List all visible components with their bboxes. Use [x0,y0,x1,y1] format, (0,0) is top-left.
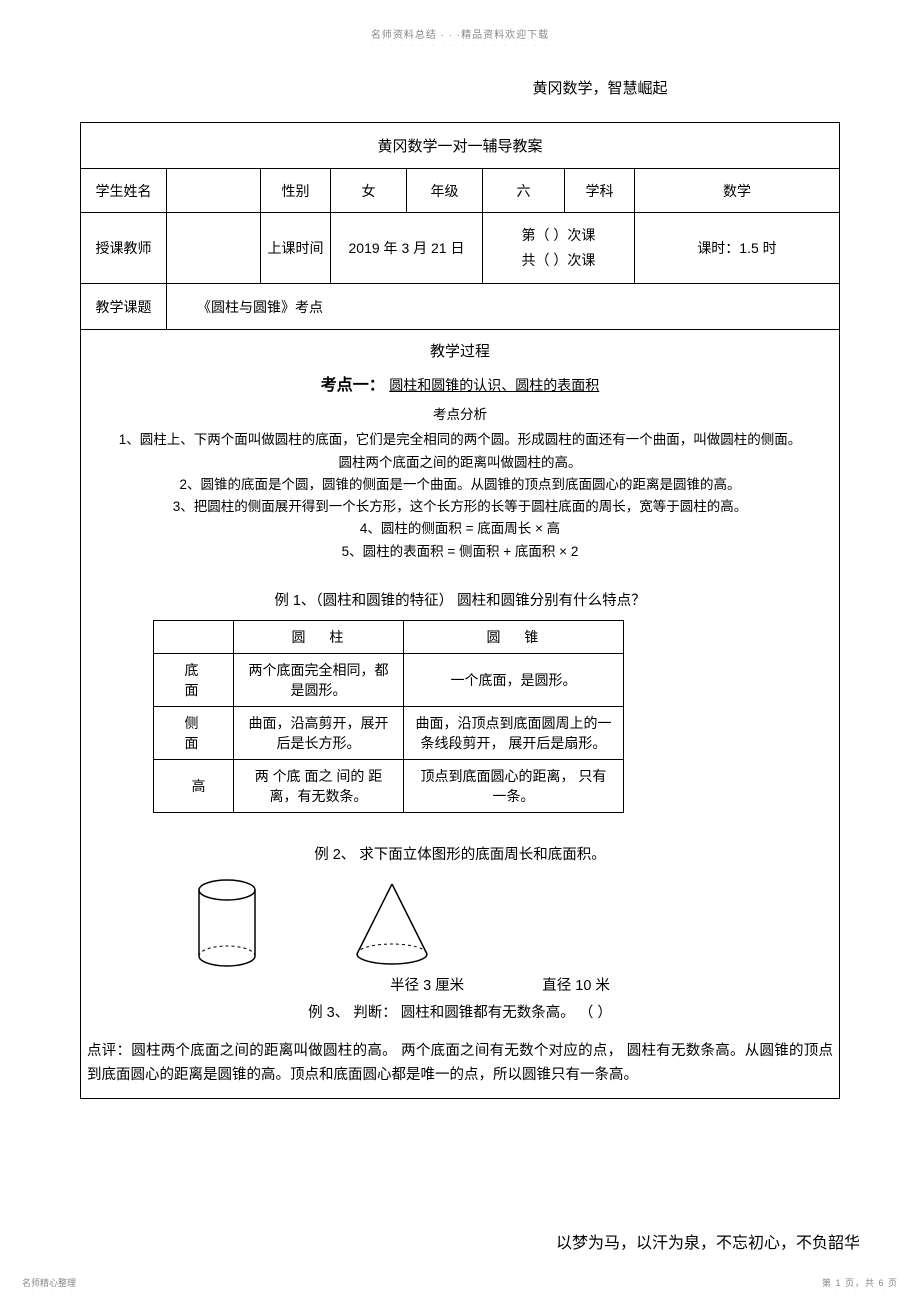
footer-right-dots: · · · · · · · [835,1291,898,1297]
comp-row-label: 侧 面 [154,706,234,759]
exam-point-1-label: 考点一： [321,377,385,394]
comp-row-label: 高 [154,759,234,812]
val-student-name [167,169,261,213]
cylinder-icon [187,878,267,968]
content-cell: 教学过程 考点一： 圆柱和圆锥的认识、圆柱的表面积 考点分析 1、圆柱上、下两个… [81,330,840,1098]
list-item: 3、把圆柱的侧面展开得到一个长方形，这个长方形的长等于圆柱底面的周长，宽等于圆柱… [87,496,833,518]
comp-cell: 顶点到底面圆心的距离， 只有一条。 [404,759,624,812]
example-3: 例 3、 判断： 圆柱和圆锥都有无数条高。 （ ） [87,1001,833,1022]
analysis-label: 考点分析 [87,403,833,423]
val-session: 第（ ）次课 共（ ）次课 [483,213,635,284]
shape-labels: 半径 3 厘米 直径 10 米 [167,974,833,995]
comment: 点评：圆柱两个底面之间的距离叫做圆柱的高。 两个底面之间有无数个对应的点， 圆柱… [87,1040,833,1088]
cylinder-label: 半径 3 厘米 [390,978,464,994]
comp-row-label: 底 面 [154,653,234,706]
val-gender: 女 [331,169,407,213]
footer-right: 第 1 页，共 6 页 [822,1276,898,1289]
val-classtime: 2019 年 3 月 21 日 [331,213,483,284]
list-item: 4、圆柱的侧面积 = 底面周长 × 高 [87,518,833,540]
label-grade: 年级 [407,169,483,213]
table-title: 黄冈数学一对一辅导教案 [81,123,840,169]
val-topic: 《圆柱与圆锥》考点 [167,284,840,330]
list-item: 5、圆柱的表面积 = 侧面积 + 底面积 × 2 [87,541,833,563]
process-title: 教学过程 [87,340,833,361]
comp-hdr-cone: 圆 锥 [404,620,624,653]
footer-left: 名师精心整理 [22,1276,76,1289]
cone-label: 直径 10 米 [542,978,610,994]
comp-cell: 曲面，沿顶点到底面圆周上的一条线段剪开， 展开后是扇形。 [404,706,624,759]
subtitle: 黄冈数学，智慧崛起 [0,77,920,98]
example-1: 例 1、（圆柱和圆锥的特征） 圆柱和圆锥分别有什么特点？ [87,589,833,610]
footer-quote: 以梦为马，以汗为泉，不忘初心，不负韶华 [556,1229,860,1253]
comp-cell: 两个底面完全相同，都是圆形。 [234,653,404,706]
comp-cell: 曲面，沿高剪开，展开后是长方形。 [234,706,404,759]
point-list: 1、圆柱上、下两个面叫做圆柱的底面，它们是完全相同的两个圆。形成圆柱的面还有一个… [87,429,833,563]
list-item: 2、圆锥的底面是个圆，圆锥的侧面是一个曲面。从圆锥的顶点到底面圆心的距离是圆锥的… [87,474,833,496]
list-item: 1、圆柱上、下两个面叫做圆柱的底面，它们是完全相同的两个圆。形成圆柱的面还有一个… [87,429,833,451]
comp-hdr-cylinder: 圆 柱 [234,620,404,653]
val-duration: 课时：1.5 时 [635,213,840,284]
comp-cell: 一个底面，是圆形。 [404,653,624,706]
label-teacher: 授课教师 [81,213,167,284]
example-2: 例 2、 求下面立体图形的底面周长和底面积。 [87,843,833,864]
page-top-header-dots: · · · · · · · · · · · · · · · · · · [0,42,920,49]
list-item: 圆柱两个底面之间的距离叫做圆柱的高。 [87,452,833,474]
label-gender: 性别 [261,169,331,213]
shapes-row [187,878,833,968]
comp-empty [154,620,234,653]
label-classtime: 上课时间 [261,213,331,284]
cone-icon [347,878,437,968]
footer-left-dots: · · · · · · · [22,1291,85,1297]
page-top-header: 名师资料总结 · · ·精品资料欢迎下载 [0,0,920,41]
val-teacher [167,213,261,284]
val-grade: 六 [483,169,565,213]
exam-point-1: 考点一： 圆柱和圆锥的认识、圆柱的表面积 [87,371,833,395]
val-subject: 数学 [635,169,840,213]
label-topic: 教学课题 [81,284,167,330]
comp-cell: 两 个底 面之 间的 距离，有无数条。 [234,759,404,812]
exam-point-1-underline: 圆柱和圆锥的认识、圆柱的表面积 [389,377,599,393]
label-student-name: 学生姓名 [81,169,167,213]
lesson-plan-table: 黄冈数学一对一辅导教案 学生姓名 性别 女 年级 六 学科 数学 授课教师 上课… [80,122,840,1099]
label-subject: 学科 [565,169,635,213]
comparison-table: 圆 柱 圆 锥 底 面 两个底面完全相同，都是圆形。 一个底面，是圆形。 侧 面… [153,620,624,813]
